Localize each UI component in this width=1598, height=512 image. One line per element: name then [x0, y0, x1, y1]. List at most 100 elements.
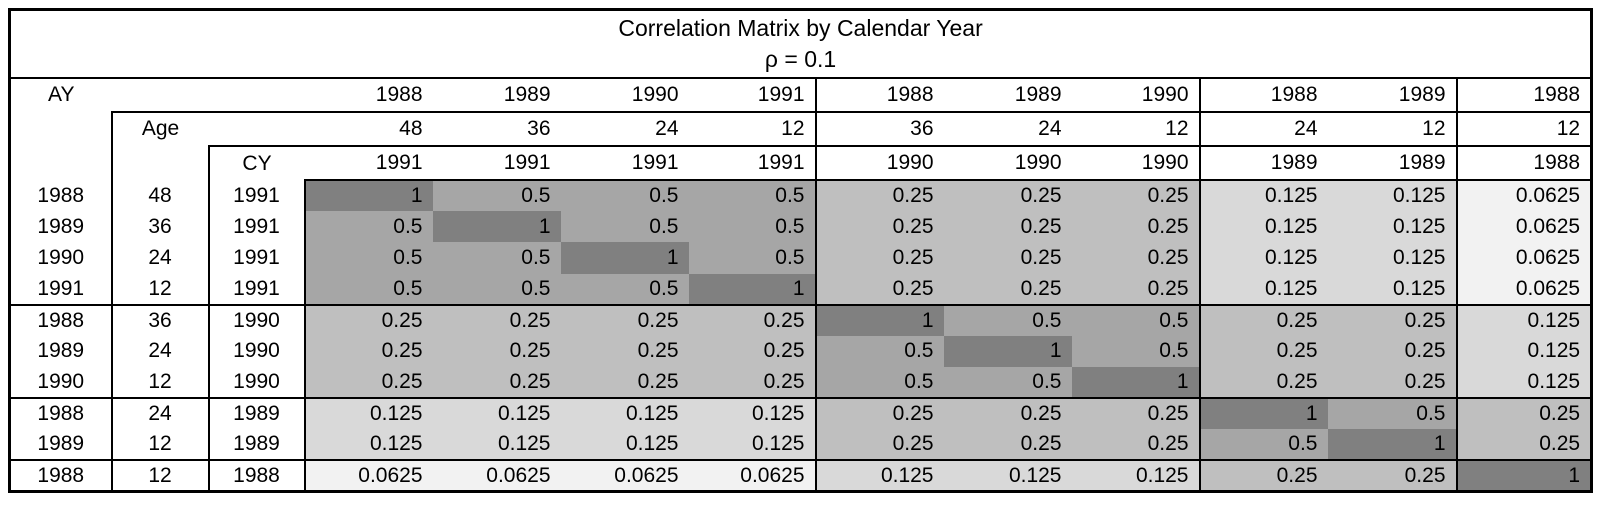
- matrix-cell: 0.125: [432, 398, 561, 430]
- table-row: 1988 24 1989 0.125 0.125 0.125 0.125 0.2…: [9, 398, 1592, 430]
- col-age-header: 48: [304, 111, 433, 148]
- matrix-cell: 0.25: [815, 398, 944, 430]
- matrix-cell: 0.125: [1327, 242, 1458, 274]
- matrix-cell: 0.125: [1327, 180, 1458, 212]
- matrix-cell: 1: [432, 211, 561, 243]
- matrix-cell: 0.125: [560, 398, 689, 430]
- col-age-header: 12: [1071, 111, 1201, 148]
- matrix-cell: 0.25: [560, 304, 689, 336]
- matrix-cell: 1: [560, 242, 689, 274]
- matrix-cell: 0.25: [943, 429, 1072, 462]
- header-row-ay: AY 1988 1989 1990 1991 1988 1989 1990 19…: [10, 77, 1592, 113]
- matrix-cell: 0.25: [1199, 366, 1328, 400]
- matrix-cell: 0.125: [1327, 273, 1458, 306]
- row-ay-label: 1990: [9, 366, 113, 400]
- matrix-cell: 0.5: [304, 211, 433, 243]
- col-ay-header: 1990: [1071, 77, 1201, 113]
- matrix-cell: 0.25: [1327, 460, 1458, 492]
- matrix-cell: 0.125: [432, 429, 561, 462]
- header-row-cy: CY 1991 1991 1991 1991 1990 1990 1990 19…: [9, 146, 1592, 182]
- matrix-cell: 0.25: [943, 242, 1072, 274]
- table-row: 1989 36 1991 0.5 1 0.5 0.5 0.25 0.25 0.2…: [9, 211, 1592, 243]
- row-cy-label: 1991: [208, 180, 306, 212]
- table-row: 1990 12 1990 0.25 0.25 0.25 0.25 0.5 0.5…: [9, 366, 1592, 400]
- matrix-cell: 0.5: [560, 180, 689, 212]
- matrix-cell: 0.25: [1199, 335, 1328, 367]
- table-row: 1989 24 1990 0.25 0.25 0.25 0.25 0.5 1 0…: [9, 335, 1592, 367]
- row-cy-label: 1991: [208, 273, 306, 306]
- matrix-cell: 0.125: [943, 460, 1072, 492]
- matrix-cell: 0.25: [943, 398, 1072, 430]
- col-ay-header: 1988: [815, 77, 944, 113]
- empty-cell: [111, 146, 210, 181]
- matrix-cell: 0.5: [943, 366, 1072, 400]
- col-cy-header: 1988: [1456, 146, 1592, 182]
- matrix-cell: 0.25: [1071, 242, 1201, 274]
- matrix-cell: 0.125: [560, 429, 689, 462]
- col-age-header: 36: [815, 111, 944, 148]
- matrix-cell: 0.5: [432, 242, 561, 274]
- col-cy-header: 1989: [1327, 146, 1458, 182]
- matrix-cell: 0.125: [1199, 211, 1328, 243]
- table-title: Correlation Matrix by Calendar Year: [618, 14, 983, 41]
- row-ay-label: 1991: [9, 273, 113, 306]
- empty-cell: [208, 77, 305, 113]
- matrix-cell: 1: [815, 304, 944, 336]
- row-age-label: 12: [111, 429, 210, 462]
- row-age-label: 24: [111, 242, 210, 274]
- matrix-cell: 0.125: [815, 460, 944, 492]
- row-ay-label: 1989: [9, 335, 113, 367]
- matrix-cell: 0.25: [1327, 366, 1458, 400]
- matrix-cell: 0.25: [1199, 460, 1328, 492]
- col-cy-header: 1991: [304, 146, 433, 182]
- matrix-cell: 0.25: [688, 366, 817, 400]
- row-ay-label: 1988: [9, 180, 113, 212]
- matrix-cell: 0.25: [815, 242, 944, 274]
- col-ay-header: 1988: [304, 77, 433, 113]
- row-cy-label: 1991: [208, 242, 306, 274]
- matrix-cell: 0.5: [1071, 304, 1201, 336]
- matrix-cell: 1: [1199, 398, 1328, 430]
- matrix-cell: 0.25: [432, 304, 561, 336]
- table-subtitle: ρ = 0.1: [764, 45, 837, 72]
- matrix-cell: 1: [943, 335, 1072, 367]
- matrix-cell: 0.25: [943, 273, 1072, 306]
- empty-cell: [111, 77, 209, 113]
- matrix-cell: 0.5: [1199, 429, 1328, 462]
- row-age-label: 12: [111, 366, 210, 400]
- matrix-cell: 0.25: [1071, 273, 1201, 306]
- matrix-cell: 0.25: [304, 304, 433, 336]
- row-age-label: 36: [111, 211, 210, 243]
- matrix-cell: 0.25: [688, 335, 817, 367]
- matrix-cell: 0.0625: [1456, 211, 1592, 243]
- row-cy-label: 1989: [208, 429, 306, 462]
- col-age-header: 24: [560, 111, 689, 148]
- col-cy-header: 1991: [432, 146, 561, 182]
- matrix-cell: 0.5: [560, 273, 689, 306]
- matrix-cell: 0.0625: [304, 460, 433, 492]
- matrix-cell: 0.25: [560, 335, 689, 367]
- table-row: 1989 12 1989 0.125 0.125 0.125 0.125 0.2…: [9, 429, 1592, 462]
- col-ay-header: 1989: [1327, 77, 1458, 113]
- matrix-cell: 0.0625: [1456, 242, 1592, 274]
- matrix-cell: 0.5: [560, 211, 689, 243]
- row-cy-label: 1990: [208, 304, 306, 336]
- matrix-cell: 0.25: [304, 366, 433, 400]
- col-age-header: 36: [432, 111, 561, 148]
- matrix-cell: 0.25: [1456, 398, 1592, 430]
- col-age-header: 12: [1327, 111, 1458, 148]
- ay-corner-label: AY: [48, 83, 75, 107]
- matrix-cell: 1: [304, 180, 433, 212]
- matrix-cell: 0.125: [304, 398, 433, 430]
- col-age-header: 12: [688, 111, 817, 148]
- matrix-cell: 0.25: [943, 180, 1072, 212]
- matrix-cell: 0.0625: [1456, 273, 1592, 306]
- matrix-cell: 0.5: [432, 273, 561, 306]
- row-age-label: 12: [111, 460, 210, 492]
- table-row: 1988 12 1988 0.0625 0.0625 0.0625 0.0625…: [9, 460, 1592, 492]
- matrix-cell: 0.0625: [560, 460, 689, 492]
- empty-cell: [9, 111, 113, 147]
- matrix-cell: 0.0625: [432, 460, 561, 492]
- col-cy-header: 1990: [943, 146, 1072, 182]
- matrix-cell: 0.25: [1071, 429, 1201, 462]
